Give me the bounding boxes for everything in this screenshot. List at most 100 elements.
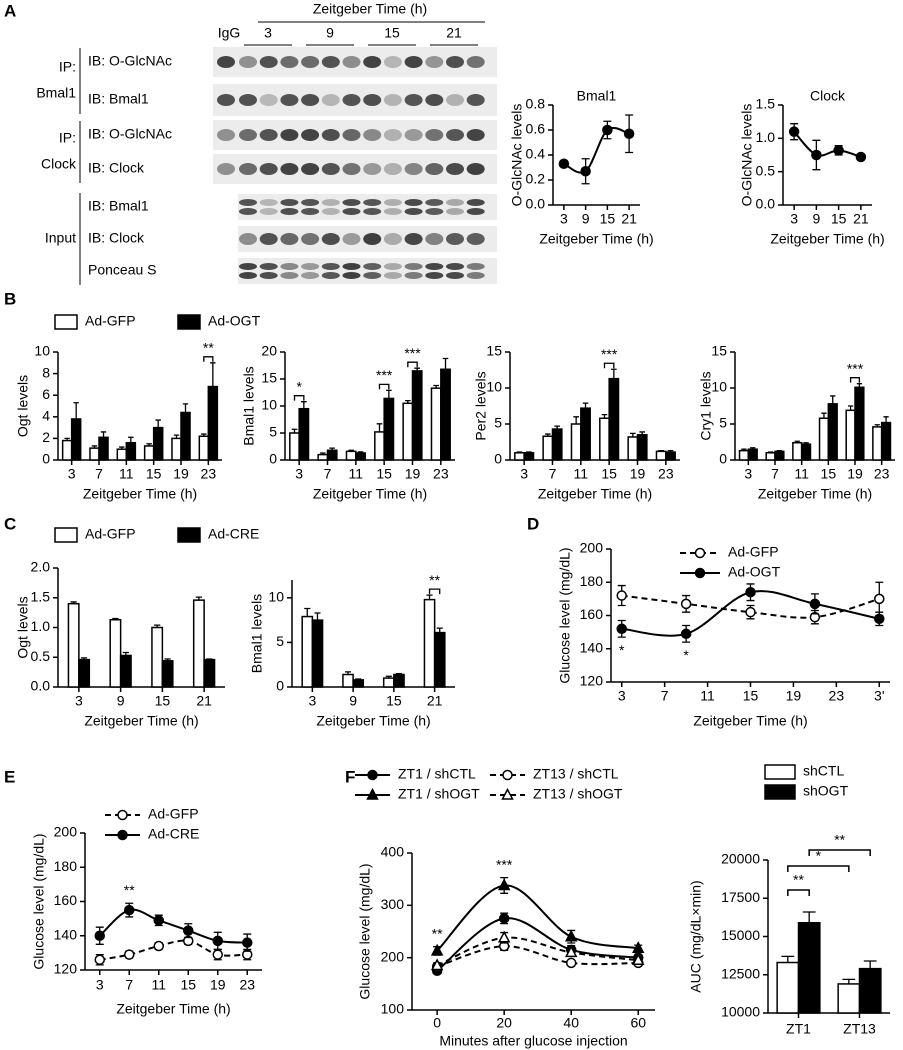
x-tick-label: 19 xyxy=(847,466,863,482)
blot-band xyxy=(466,208,485,215)
y-axis-label: AUC (mg/dL×min) xyxy=(688,880,704,992)
blot-row-label: IB: O-GlcNAc xyxy=(88,53,172,69)
x-tick-label: 3 xyxy=(790,211,798,227)
blot-band xyxy=(425,199,444,206)
marker xyxy=(498,913,510,924)
y-tick-label: 10 xyxy=(711,379,727,395)
marker xyxy=(680,628,692,640)
blot-band xyxy=(342,272,361,279)
marker xyxy=(855,151,867,163)
marker xyxy=(809,598,821,610)
panel-label: B xyxy=(4,289,16,308)
bar xyxy=(326,449,338,461)
marker xyxy=(242,937,253,948)
blot-row-label: IB: Clock xyxy=(88,160,145,176)
blot-ip-label: Clock xyxy=(41,156,77,172)
marker xyxy=(680,598,692,610)
blot-band xyxy=(383,129,402,141)
blot-band xyxy=(404,199,423,206)
x-tick-label: 11 xyxy=(794,466,809,482)
bar xyxy=(514,452,525,461)
legend-label: Ad-GFP xyxy=(728,544,779,560)
bar xyxy=(411,370,423,461)
marker xyxy=(745,586,756,598)
y-tick-label: 10 xyxy=(34,343,50,359)
blot-band xyxy=(383,56,402,68)
x-axis-label: Minutes after glucose injection xyxy=(439,1033,627,1049)
y-axis-label: O-GlcNAc levels xyxy=(739,104,755,207)
blot-time: 3 xyxy=(264,25,272,41)
bar xyxy=(152,426,164,461)
x-tick-label: 60 xyxy=(630,1015,646,1031)
significance-label: ** xyxy=(432,925,443,941)
blot-band xyxy=(280,272,299,279)
y-tick-label: 0 xyxy=(269,451,277,467)
line xyxy=(436,936,639,967)
legend-marker xyxy=(366,787,379,800)
x-tick-label: 23 xyxy=(201,466,217,482)
blot-band xyxy=(342,199,361,206)
bar xyxy=(765,452,776,461)
chart-title: Clock xyxy=(810,88,846,104)
blot-band xyxy=(363,163,382,175)
blot-time: 9 xyxy=(326,25,334,41)
blot-band xyxy=(321,233,340,245)
bar xyxy=(171,437,182,461)
blot-band xyxy=(321,94,340,106)
blot-band xyxy=(425,56,444,68)
blot-band xyxy=(259,233,278,245)
x-tick-label: 23 xyxy=(874,466,890,482)
bar xyxy=(383,397,395,461)
significance-label: * xyxy=(619,642,625,658)
blot-band xyxy=(446,208,464,215)
blot-band xyxy=(383,94,402,106)
marker xyxy=(153,915,164,926)
x-axis-label: Zeitgeber Time (h) xyxy=(116,1001,230,1017)
bar xyxy=(636,434,648,461)
blot-band xyxy=(363,263,382,270)
x-tick-label: 15 xyxy=(601,466,617,482)
bar xyxy=(845,409,856,461)
blot-band xyxy=(280,199,299,206)
bar xyxy=(289,432,300,461)
x-axis-label: Zeitgeber Time (h) xyxy=(316,713,430,729)
blot-band xyxy=(404,272,423,279)
blot-ip-label: IP: xyxy=(59,130,76,146)
panel-label: E xyxy=(4,767,15,786)
x-tick-label: 21 xyxy=(621,211,637,227)
x-tick-label: 11 xyxy=(574,466,589,482)
blot-band xyxy=(363,272,382,279)
marker xyxy=(497,878,511,891)
bar xyxy=(827,403,838,461)
y-tick-label: 17500 xyxy=(721,889,760,905)
significance-bracket xyxy=(293,395,305,401)
y-tick-label: 100 xyxy=(381,1001,405,1017)
blot-band xyxy=(321,129,340,141)
blot-band xyxy=(342,56,361,68)
y-tick-label: 15 xyxy=(261,370,277,386)
marker xyxy=(212,935,223,947)
legend-swatch xyxy=(54,527,78,543)
blot-band xyxy=(404,94,423,106)
bar xyxy=(655,450,667,461)
bar xyxy=(355,452,366,461)
blot-band xyxy=(466,233,485,245)
y-tick-label: 120 xyxy=(580,673,604,689)
y-axis-label: Glucose level (mg/dL) xyxy=(357,863,373,999)
blot-strip xyxy=(238,194,497,220)
blot-band xyxy=(363,233,382,245)
blot-band xyxy=(425,263,444,270)
bar xyxy=(818,417,830,461)
x-tick-label: 19 xyxy=(210,977,226,993)
blot-band xyxy=(239,199,257,206)
marker xyxy=(558,158,570,169)
blot-band xyxy=(383,263,402,270)
bar xyxy=(797,921,821,1014)
x-tick-label: 19 xyxy=(630,466,646,482)
significance-bracket xyxy=(787,889,810,896)
x-tick-label: 3 xyxy=(618,688,626,704)
bar xyxy=(880,421,892,461)
line xyxy=(99,939,248,961)
significance-label: *** xyxy=(404,345,421,361)
